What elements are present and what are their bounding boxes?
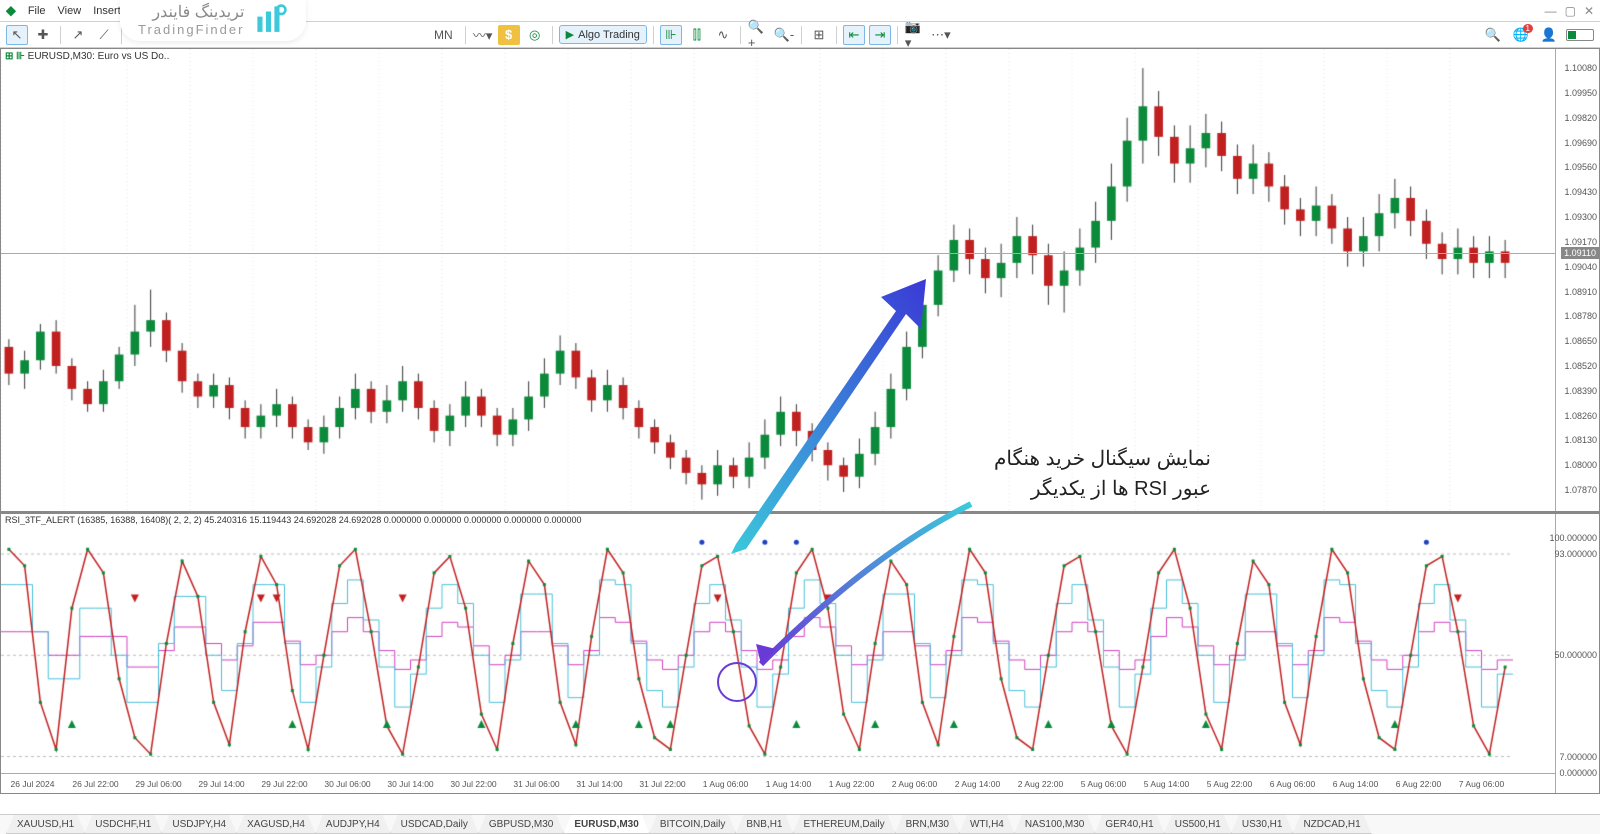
ray-tool-icon[interactable]: ⟋ [93, 25, 115, 45]
menu-view[interactable]: View [58, 5, 82, 17]
window-controls: — ▢ ✕ [1545, 0, 1594, 22]
brand-logo-icon [254, 3, 288, 37]
chart-tab[interactable]: USDCHF,H1 [84, 815, 162, 834]
notif-badge: 1 [1523, 24, 1533, 33]
chart-tab[interactable]: AUDJPY,H4 [315, 815, 391, 834]
xaxis-label: 31 Jul 06:00 [513, 779, 559, 789]
trendline-tool-icon[interactable]: ↗ [67, 25, 89, 45]
xaxis-label: 29 Jul 14:00 [198, 779, 244, 789]
xaxis-label: 30 Jul 22:00 [450, 779, 496, 789]
annotation-line1: نمایش سیگنال خرید هنگام [931, 444, 1211, 474]
more-icon[interactable]: ⋯▾ [930, 25, 952, 45]
menu-expand-icon[interactable]: ⬥ [6, 2, 16, 19]
chart-symbol-label: EURUSD,M30: Euro vs US Do.. [28, 51, 170, 62]
chart-tab[interactable]: NAS100,M30 [1014, 815, 1095, 834]
line-chart-icon[interactable]: ∿ [712, 25, 734, 45]
target-icon[interactable]: ◎ [524, 25, 546, 45]
xaxis-label: 5 Aug 06:00 [1081, 779, 1126, 789]
curved-arrow-annotation [721, 494, 981, 704]
chart-tab[interactable]: XAUUSD,H1 [6, 815, 85, 834]
zoom-in-icon[interactable]: 🔍+ [747, 25, 769, 45]
zoom-out-icon[interactable]: 🔍- [773, 25, 795, 45]
price-y-axis: 1.09110 1.100801.099501.098201.096901.09… [1555, 49, 1599, 511]
chart-tab[interactable]: ETHEREUM,Daily [793, 815, 896, 834]
xaxis-label: 6 Aug 06:00 [1270, 779, 1315, 789]
candle-chart-icon[interactable]: ⊪ [660, 25, 682, 45]
scroll-left-icon[interactable]: ⇤ [843, 25, 865, 45]
globe-icon[interactable]: 🌐1 [1510, 25, 1532, 45]
xaxis-label: 6 Aug 22:00 [1396, 779, 1441, 789]
cursor-tool-icon[interactable]: ↖ [6, 25, 28, 45]
xaxis-label: 29 Jul 22:00 [261, 779, 307, 789]
algo-trading-button[interactable]: ▶ Algo Trading [559, 25, 647, 44]
timeframe-mn[interactable]: MN [428, 28, 459, 42]
algo-trading-label: Algo Trading [578, 29, 640, 41]
time-x-axis: 26 Jul 2024 26 Jul 22:00 29 Jul 06:00 29 Ju… [1, 773, 1555, 793]
current-price-tag: 1.09110 [1561, 247, 1599, 259]
maximize-icon[interactable]: ▢ [1565, 4, 1576, 18]
chart-tab[interactable]: BRN,M30 [895, 815, 960, 834]
battery-icon [1566, 29, 1594, 41]
chart-tab[interactable]: XAGUSD,H4 [236, 815, 316, 834]
brand-name-fa: تریدینگ فایندر [138, 2, 244, 22]
chart-tab[interactable]: US30,H1 [1231, 815, 1294, 834]
minimize-icon[interactable]: — [1545, 4, 1557, 18]
chart-tab[interactable]: US500,H1 [1164, 815, 1232, 834]
menu-insert[interactable]: Insert [93, 5, 121, 17]
chart-tab[interactable]: EURUSD,M30 [563, 815, 649, 834]
xaxis-label: 2 Aug 06:00 [892, 779, 937, 789]
camera-icon[interactable]: 📷▾ [904, 25, 926, 45]
indicator-dropdown-icon[interactable]: 〰▾ [472, 25, 494, 45]
search-icon[interactable]: 🔍 [1482, 25, 1504, 45]
chart-tab[interactable]: GBPUSD,M30 [478, 815, 564, 834]
chart-tab[interactable]: BNB,H1 [735, 815, 793, 834]
indicator-y-axis: 100.00000093.00000050.0000007.0000000.00… [1555, 514, 1599, 793]
indicator-panel[interactable]: RSI_3TF_ALERT (16385, 16388, 16408)( 2, … [0, 512, 1600, 794]
xaxis-label: 31 Jul 14:00 [576, 779, 622, 789]
indicator-title: RSI_3TF_ALERT (16385, 16388, 16408)( 2, … [5, 515, 582, 525]
xaxis-label: 31 Jul 22:00 [639, 779, 685, 789]
menu-file[interactable]: File [28, 5, 46, 17]
bar-chart-icon[interactable]: ⫿⫿ [686, 25, 708, 45]
xaxis-label: 30 Jul 14:00 [387, 779, 433, 789]
xaxis-label: 2 Aug 14:00 [955, 779, 1000, 789]
xaxis-label: 6 Aug 14:00 [1333, 779, 1378, 789]
xaxis-label: 1 Aug 06:00 [703, 779, 748, 789]
price-chart-panel[interactable]: ⊞ ⊪ EURUSD,M30: Euro vs US Do.. 1.09110 … [0, 48, 1600, 512]
chart-type-icon: ⊞ ⊪ [5, 51, 25, 62]
chart-tab[interactable]: BITCOIN,Daily [649, 815, 737, 834]
play-icon: ▶ [566, 28, 574, 41]
xaxis-label: 26 Jul 22:00 [72, 779, 118, 789]
chart-symbol-info: ⊞ ⊪ EURUSD,M30: Euro vs US Do.. [5, 51, 169, 62]
chart-tab[interactable]: NZDCAD,H1 [1292, 815, 1371, 834]
xaxis-label: 30 Jul 06:00 [324, 779, 370, 789]
chart-tab[interactable]: USDCAD,Daily [390, 815, 479, 834]
xaxis-label: 29 Jul 06:00 [135, 779, 181, 789]
xaxis-label: 1 Aug 22:00 [829, 779, 874, 789]
scroll-right-icon[interactable]: ⇥ [869, 25, 891, 45]
close-icon[interactable]: ✕ [1584, 4, 1594, 18]
xaxis-label: 5 Aug 22:00 [1207, 779, 1252, 789]
chart-tab[interactable]: WTI,H4 [959, 815, 1015, 834]
brand-overlay: تریدینگ فایندر TradingFinder [120, 0, 306, 41]
xaxis-label: 26 Jul 2024 [11, 779, 55, 789]
chart-tab[interactable]: GER40,H1 [1094, 815, 1164, 834]
chart-container: ⊞ ⊪ EURUSD,M30: Euro vs US Do.. 1.09110 … [0, 48, 1600, 814]
crosshair-tool-icon[interactable]: ✚ [32, 25, 54, 45]
xaxis-label: 5 Aug 14:00 [1144, 779, 1189, 789]
xaxis-label: 2 Aug 22:00 [1018, 779, 1063, 789]
xaxis-label: 7 Aug 06:00 [1459, 779, 1504, 789]
user-icon[interactable]: 👤 [1538, 25, 1560, 45]
dollar-icon[interactable]: $ [498, 25, 520, 45]
chart-tab-bar: XAUUSD,H1USDCHF,H1USDJPY,H4XAGUSD,H4AUDJ… [0, 814, 1600, 834]
brand-name-en: TradingFinder [138, 22, 244, 37]
grid-icon[interactable]: ⊞ [808, 25, 830, 45]
chart-tab[interactable]: USDJPY,H4 [161, 815, 237, 834]
xaxis-label: 1 Aug 14:00 [766, 779, 811, 789]
